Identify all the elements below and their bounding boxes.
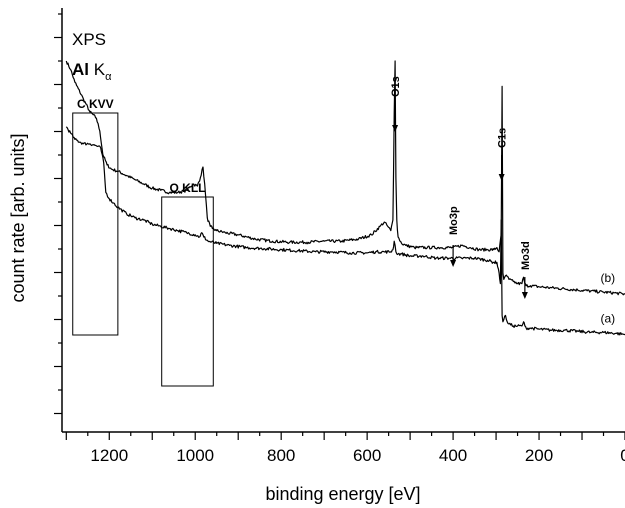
- source-label-line2: Al Kα: [72, 60, 112, 83]
- x-tick-label: 0: [620, 446, 625, 465]
- annotation-arrowhead: [392, 125, 399, 132]
- series-group: [65, 60, 625, 336]
- curve-label: (a): [600, 311, 615, 325]
- region-box: [72, 112, 119, 336]
- axes: 1200 1000 800 600 400 200 0: [54, 8, 625, 465]
- region-box: [161, 196, 214, 387]
- source-label-line1: XPS: [72, 30, 106, 49]
- source-label-element: Al: [72, 60, 89, 79]
- annotation-label: Mo3p: [448, 206, 460, 235]
- annotation-label: C1s: [497, 128, 509, 148]
- curve-label: (b): [600, 271, 615, 285]
- annotation-arrowhead: [450, 260, 457, 267]
- x-tick-label: 1200: [90, 446, 128, 465]
- series-line-a: [65, 126, 625, 336]
- series-line-b: [65, 60, 625, 296]
- x-tick-label: 1000: [176, 446, 214, 465]
- source-label-sub: α: [105, 71, 112, 83]
- x-tick-label: 400: [439, 446, 467, 465]
- x-tick-label: 600: [353, 446, 381, 465]
- annotation-label: O1s: [390, 76, 402, 97]
- annotation-arrowhead: [521, 292, 528, 299]
- y-axis-title: count rate [arb. units]: [8, 133, 28, 302]
- x-axis-title: binding energy [eV]: [265, 484, 420, 504]
- x-tick-label: 800: [267, 446, 295, 465]
- annotation-label: Mo3d: [520, 241, 532, 270]
- source-label-line: K: [89, 60, 106, 79]
- annotations: O1s C1s Mo3p Mo3d (b) (a): [390, 76, 615, 325]
- x-tick-label: 200: [525, 446, 553, 465]
- region-label: C KVV: [77, 97, 114, 111]
- annotation-arrowhead: [498, 174, 505, 181]
